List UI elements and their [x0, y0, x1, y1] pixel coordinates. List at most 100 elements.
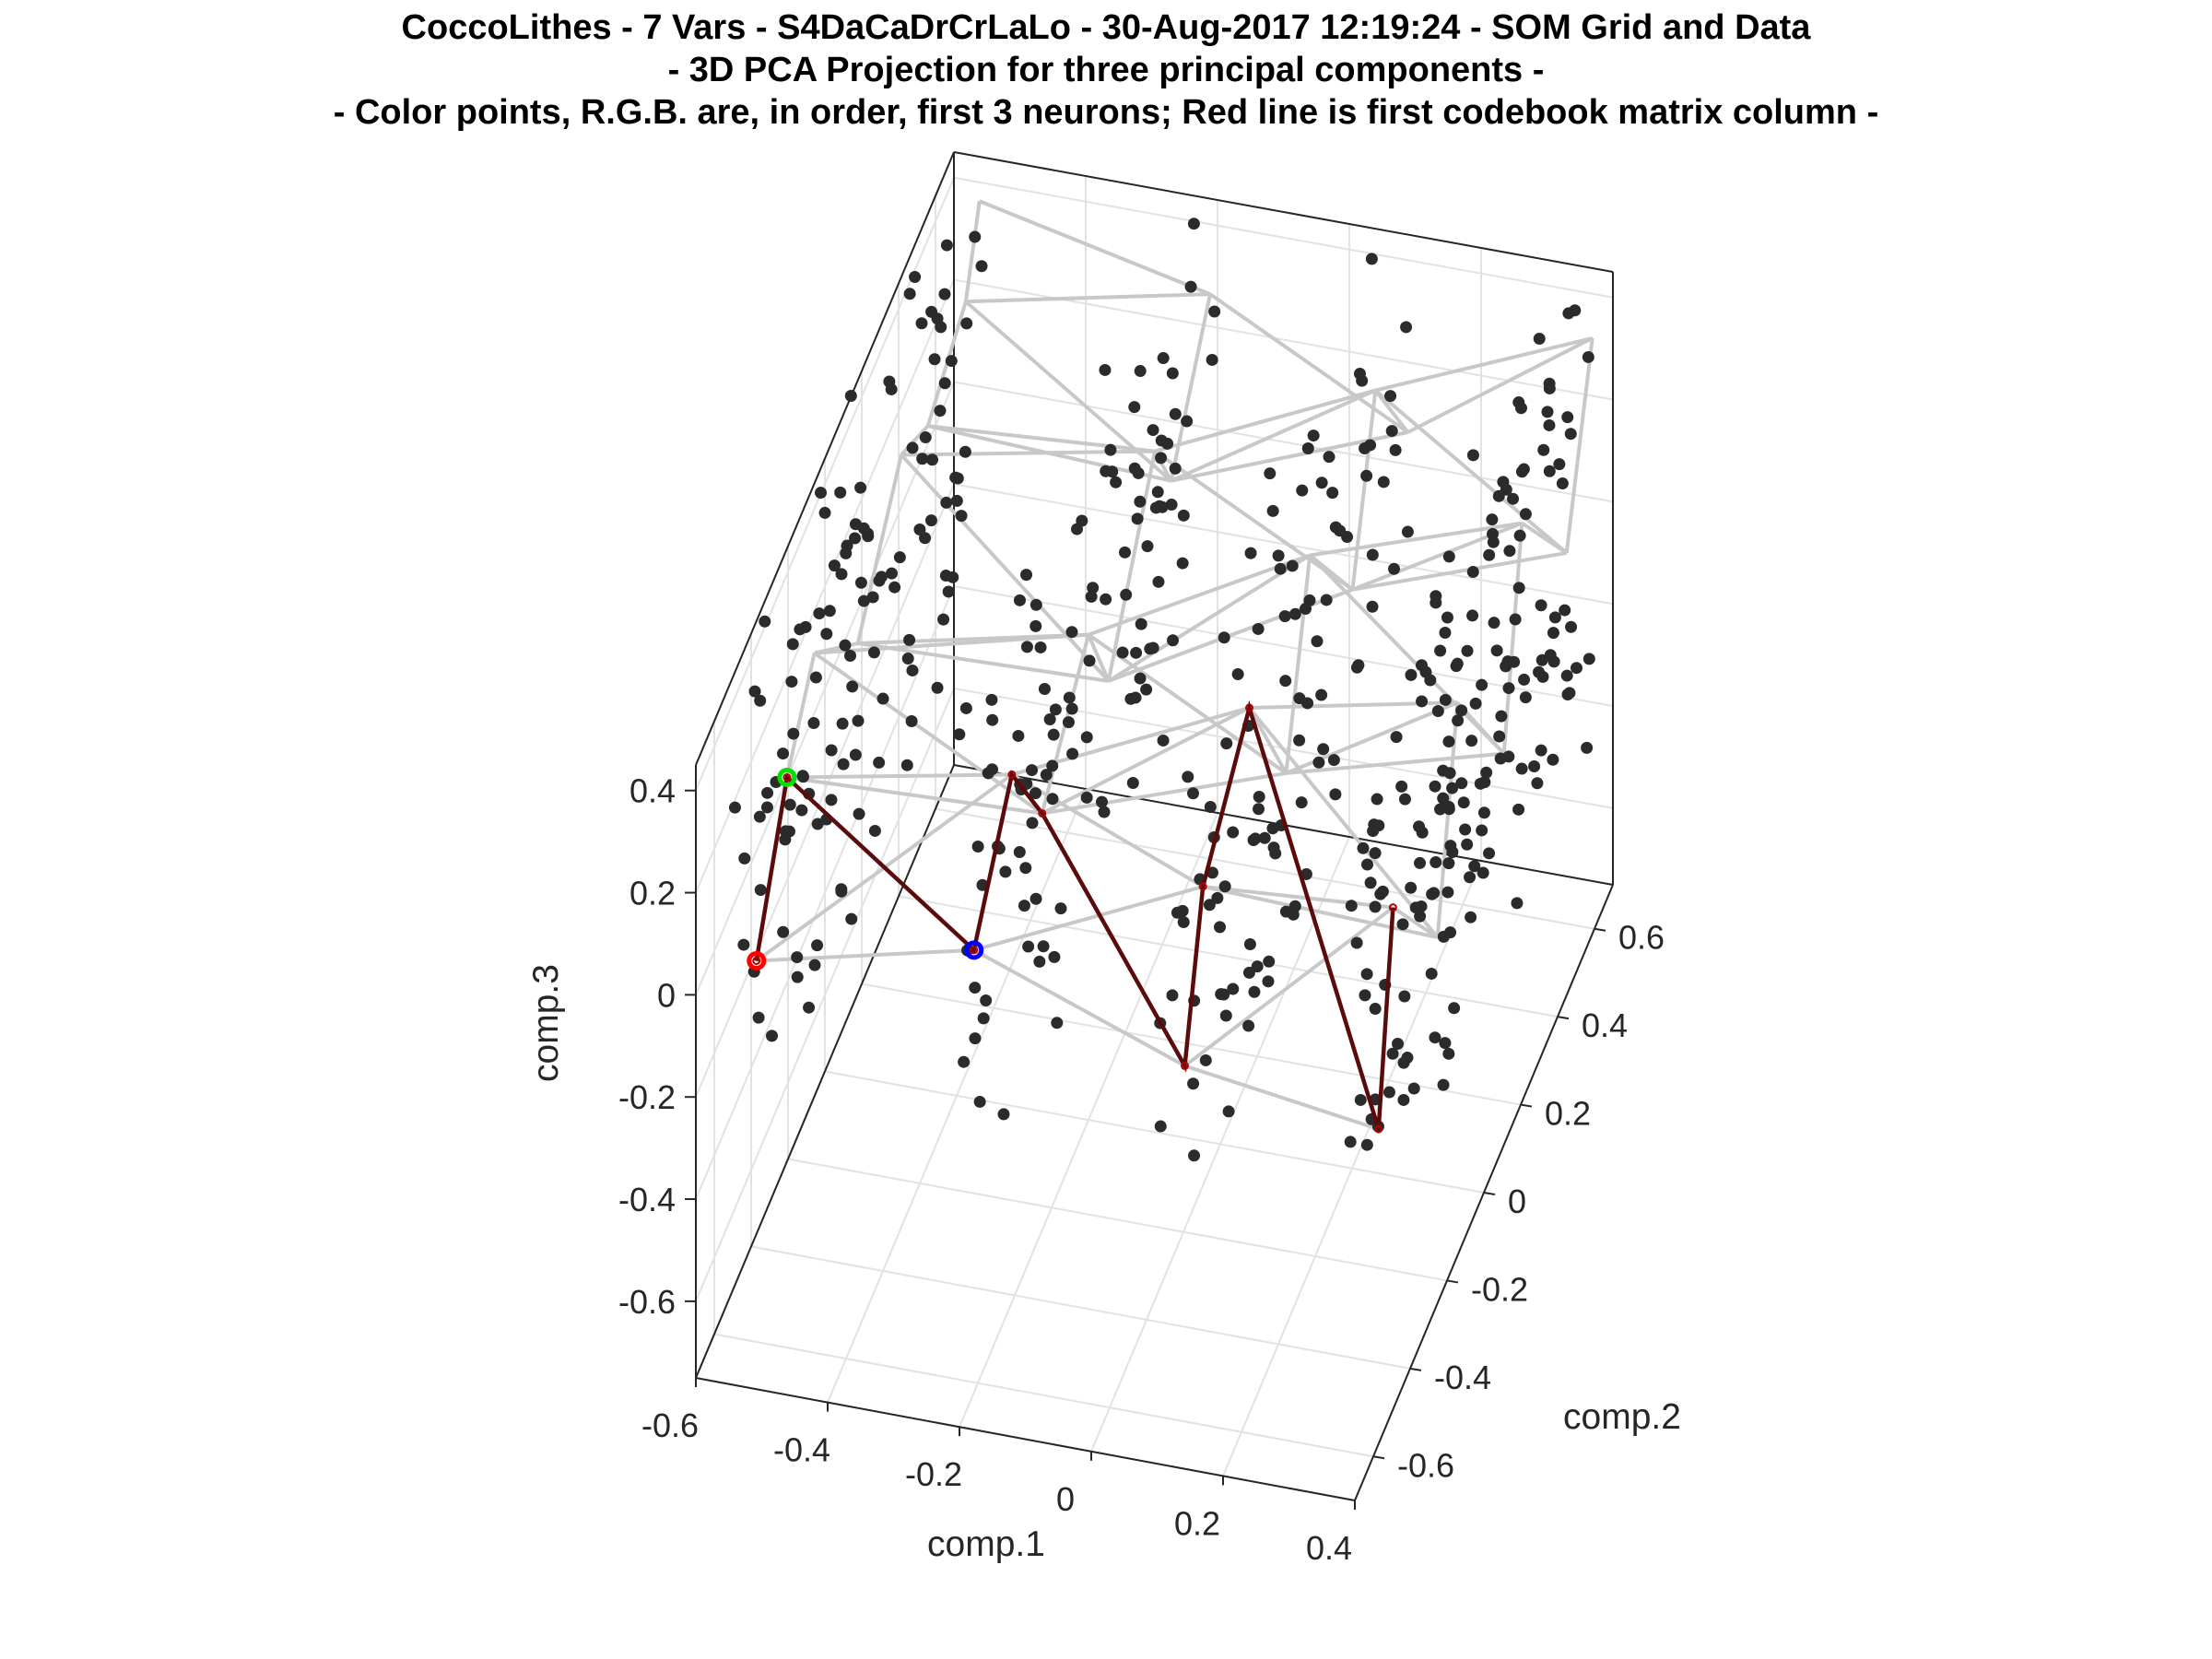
data-point: [1357, 841, 1370, 854]
data-point: [1147, 641, 1159, 654]
data-point: [853, 807, 865, 820]
data-point: [1177, 916, 1190, 929]
data-point: [825, 794, 838, 806]
som-grid-edge: [963, 200, 982, 302]
som-grid-edge: [1247, 706, 1440, 939]
data-point: [1266, 822, 1279, 835]
som-grid-edge: [1106, 451, 1157, 682]
data-point: [938, 288, 951, 300]
data-point: [1377, 476, 1390, 488]
data-point: [1360, 968, 1373, 981]
data-point: [1317, 743, 1330, 756]
data-point: [837, 758, 850, 771]
data-point: [1446, 782, 1459, 794]
data-point: [1511, 897, 1524, 910]
data-point: [1054, 902, 1067, 915]
data-point: [1439, 1037, 1452, 1050]
floor-grid-line: [713, 1333, 1374, 1458]
data-point: [1134, 495, 1147, 508]
data-point: [1181, 415, 1194, 428]
data-point: [1326, 487, 1339, 500]
data-point: [1512, 803, 1525, 816]
data-point: [1278, 610, 1291, 623]
data-point: [960, 317, 973, 330]
data-point: [1537, 443, 1550, 456]
data-point: [1502, 750, 1515, 763]
data-point: [1243, 937, 1256, 950]
data-point: [818, 506, 831, 519]
data-point: [985, 693, 998, 706]
data-point: [1279, 675, 1292, 688]
data-point: [1369, 900, 1382, 913]
back-wall-grid-line: [953, 585, 1614, 708]
data-point: [1556, 477, 1569, 490]
data-points: [728, 218, 1595, 1162]
data-point: [925, 453, 938, 466]
data-point: [1076, 514, 1088, 527]
som-grid-edge: [855, 454, 903, 644]
data-point: [753, 810, 766, 823]
x-tick-label: -0.6: [641, 1406, 699, 1444]
som-grid-edge: [1285, 700, 1459, 775]
data-point: [959, 701, 972, 714]
som-grid-edge: [786, 775, 1042, 816]
data-point: [1483, 847, 1496, 860]
data-point: [1293, 734, 1306, 747]
som-grid-edge: [756, 947, 974, 963]
data-point: [1214, 921, 1227, 934]
data-point: [1354, 1093, 1367, 1106]
data-point: [1512, 396, 1525, 409]
data-point: [1312, 756, 1325, 769]
data-point: [738, 852, 751, 865]
y-tick-label: 0.4: [1582, 1006, 1628, 1044]
data-point: [1301, 697, 1314, 710]
som-grid-edge: [900, 453, 1111, 683]
z-tick-label: -0.4: [618, 1181, 676, 1218]
data-point: [1034, 641, 1047, 653]
data-point: [1296, 484, 1309, 497]
data-point: [1466, 609, 1479, 622]
data-point: [925, 305, 938, 318]
data-point: [1405, 881, 1418, 894]
data-point: [1152, 575, 1165, 588]
data-point: [1553, 458, 1566, 471]
data-point: [1033, 955, 1046, 968]
data-point: [854, 481, 867, 494]
data-point: [1561, 411, 1574, 424]
data-point: [915, 317, 928, 330]
data-point: [1559, 604, 1571, 617]
data-point: [1477, 806, 1490, 819]
data-point: [928, 353, 941, 366]
data-point: [906, 441, 919, 454]
data-point: [1465, 735, 1478, 747]
highlight-neuron-1: [747, 950, 767, 971]
data-point: [1398, 990, 1411, 1003]
data-point: [1165, 499, 1178, 512]
data-point: [1085, 590, 1098, 603]
som-grid-edge: [1183, 1064, 1380, 1132]
data-point: [825, 744, 838, 757]
som-grid-edge: [1374, 335, 1594, 393]
data-point: [1353, 368, 1366, 381]
data-point: [760, 801, 773, 814]
data-point: [1218, 880, 1231, 893]
data-point: [807, 717, 820, 730]
data-point: [754, 884, 767, 897]
data-point: [867, 646, 880, 659]
figure-title-line-2: - 3D PCA Projection for three principal …: [668, 51, 1545, 89]
data-point: [1518, 673, 1531, 686]
data-point: [1022, 940, 1035, 953]
data-point: [1429, 780, 1441, 793]
data-point: [1126, 777, 1139, 790]
data-point: [862, 527, 875, 540]
data-point: [1425, 967, 1438, 980]
data-point: [1374, 888, 1387, 900]
data-point: [1263, 955, 1276, 968]
data-point: [1461, 644, 1474, 657]
data-point: [905, 714, 918, 727]
data-point: [846, 680, 859, 693]
data-point: [947, 571, 959, 583]
left-wall-grid-line: [695, 585, 955, 1200]
data-point: [795, 804, 808, 817]
